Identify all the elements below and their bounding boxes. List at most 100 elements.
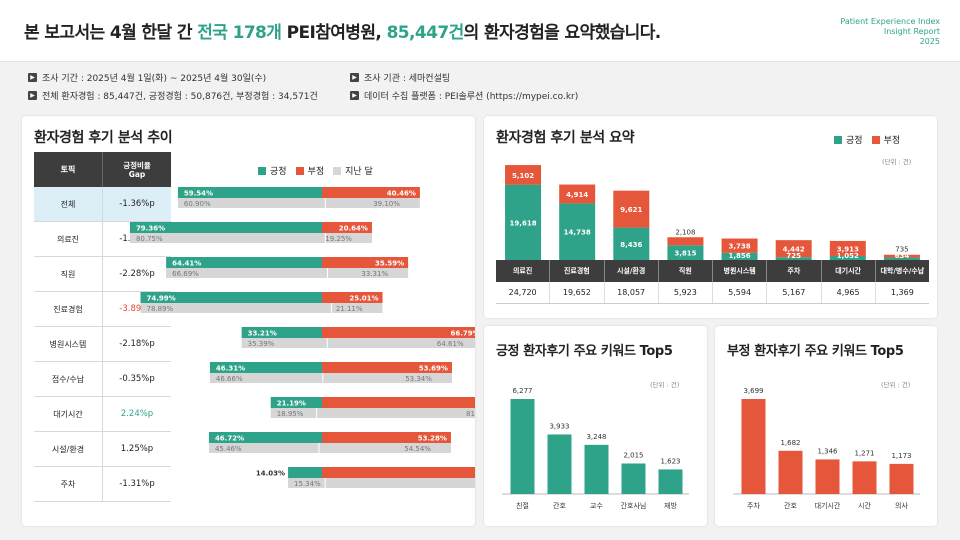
summary-category: 주차 bbox=[767, 260, 822, 282]
keyword-value-label: 3,933 bbox=[549, 422, 569, 430]
info-agency: ▶ 조사 기관 : 세마컨설팅 bbox=[350, 71, 450, 84]
info-period: ▶ 조사 기간 : 2025년 4월 1일(화) ~ 2025년 4월 30일(수… bbox=[28, 71, 266, 84]
positive-percent-label: 46.31% bbox=[216, 365, 245, 373]
summary-total: 24,720 bbox=[496, 282, 551, 303]
summary-unit: (단위 : 건) bbox=[882, 158, 912, 166]
summary-legend: 긍정 부정 bbox=[834, 133, 909, 146]
page-title: 본 보고서는 4월 한달 간 전국 178개 PEI참여병원, 85,447건의… bbox=[24, 18, 661, 43]
last-month-bar bbox=[129, 233, 372, 243]
last-month-negative-label: 39.10% bbox=[373, 200, 400, 208]
last-month-bar bbox=[177, 198, 420, 208]
last-month-negative-label: 33.31% bbox=[361, 270, 388, 278]
gap-value: -0.35%p bbox=[119, 374, 155, 384]
headline-text-1: 본 보고서는 4월 한달 간 bbox=[24, 23, 198, 43]
negative-bar bbox=[322, 222, 372, 233]
legend-negative-label: 부정 bbox=[307, 167, 325, 177]
topic-label: 직원 bbox=[34, 257, 103, 291]
positive-bar bbox=[288, 467, 322, 478]
last-month-negative-label: 54.54% bbox=[404, 445, 431, 453]
headline-text-3: 의 환자경험을 요약했습니다. bbox=[463, 23, 662, 43]
summary-panel: 환자경험 후기 분석 요약 긍정 부정 (단위 : 건) 19,618 5,102… bbox=[484, 116, 937, 318]
gap-value: -2.18%p bbox=[119, 339, 155, 349]
positive-bar bbox=[270, 397, 322, 408]
last-month-negative-label: 21.11% bbox=[336, 305, 363, 313]
topic-label: 병원시스템 bbox=[34, 327, 103, 361]
summary-positive-bar bbox=[667, 245, 704, 260]
summary-positive-label: 3,815 bbox=[674, 250, 696, 258]
gap-value: 2.24%p bbox=[120, 409, 154, 419]
keyword-bar bbox=[510, 399, 535, 494]
keyword-bar bbox=[584, 444, 609, 494]
info-platform-text: 데이터 수집 플랫폼 : PEI솔루션 (https://mypei.co.kr… bbox=[364, 92, 579, 102]
last-month-divider bbox=[322, 373, 324, 383]
headline-highlight-count: 85,447건 bbox=[386, 23, 465, 43]
summary-positive-bar bbox=[559, 203, 596, 260]
negative-bar bbox=[322, 292, 383, 303]
keyword-category-label: 교수 bbox=[590, 502, 603, 510]
brand-year: 2025 bbox=[919, 37, 940, 46]
summary-positive-label: 1,856 bbox=[728, 252, 750, 260]
summary-positive-bar bbox=[613, 227, 650, 260]
summary-positive-label: 19,618 bbox=[510, 219, 537, 227]
summary-category: 의료진 bbox=[496, 260, 551, 282]
legend-positive-swatch bbox=[258, 166, 266, 175]
last-month-positive-label: 80.75% bbox=[136, 235, 163, 243]
keyword-category-label: 간호 bbox=[553, 501, 566, 510]
positive-bar bbox=[140, 292, 322, 303]
last-month-positive-label: 15.34% bbox=[294, 480, 321, 488]
trend-table-row: 주차 -1.31%p bbox=[34, 467, 171, 502]
positive-keywords-chart: 6,277 친절 3,933 간호 3,248 교수 2,015 간호사님 1,623 재방 bbox=[502, 387, 689, 510]
summary-negative-label: 5,102 bbox=[512, 172, 534, 180]
summary-negative-bar bbox=[667, 237, 704, 246]
topic-label: 전체 bbox=[34, 187, 103, 221]
bullet-arrow-icon: ▶ bbox=[350, 91, 359, 100]
negative-bar bbox=[322, 397, 475, 408]
last-month-divider bbox=[330, 303, 332, 313]
summary-category: 진료경험 bbox=[550, 260, 605, 282]
negative-bar bbox=[322, 327, 475, 338]
col-topic-header: 토픽 bbox=[34, 152, 103, 187]
positive-percent-label: 21.19% bbox=[277, 400, 306, 408]
summary-negative-label: 4,914 bbox=[566, 191, 588, 199]
summary-positive-bar bbox=[505, 184, 542, 260]
last-month-positive-label: 60.90% bbox=[184, 200, 211, 208]
keyword-value-label: 1,271 bbox=[854, 449, 874, 457]
keyword-category-label: 재방 bbox=[664, 501, 677, 510]
negative-keywords-panel: 부정 환자후기 주요 키워드 Top5 (단위 : 건) 3,699 주차 1,68… bbox=[715, 326, 937, 526]
last-month-divider bbox=[327, 268, 329, 278]
keyword-category-label: 간호 bbox=[784, 501, 797, 510]
positive-keywords-title: 긍정 환자후기 주요 키워드 Top5 bbox=[496, 344, 673, 359]
negative-percent-label: 66.79% bbox=[450, 330, 475, 338]
last-month-bar bbox=[270, 408, 475, 418]
positive-bar bbox=[129, 222, 322, 233]
summary-negative-label: 2,108 bbox=[675, 228, 695, 236]
negative-percent-label: 53.69% bbox=[419, 365, 448, 373]
negative-bar bbox=[322, 432, 451, 443]
last-month-bar bbox=[288, 478, 475, 488]
keyword-category-label: 간호사님 bbox=[621, 501, 647, 510]
keyword-category-label: 대기시간 bbox=[815, 501, 841, 510]
legend-positive-label: 긍정 bbox=[270, 167, 287, 177]
trend-table-row: 병원시스템 -2.18%p bbox=[34, 327, 171, 362]
summary-negative-bar bbox=[559, 184, 596, 204]
keyword-bar bbox=[889, 463, 914, 494]
keyword-category-label: 시간 bbox=[858, 501, 871, 510]
positive-bar bbox=[208, 432, 322, 443]
topic-label: 시설/환경 bbox=[34, 432, 103, 466]
last-month-bar bbox=[241, 338, 475, 348]
last-month-negative-label: 64.61% bbox=[437, 340, 464, 348]
summary-category: 대기시간 bbox=[822, 260, 876, 282]
last-month-divider bbox=[326, 338, 328, 348]
trend-table-row: 전체 -1.36%p bbox=[34, 187, 171, 222]
keyword-value-label: 1,346 bbox=[817, 447, 838, 455]
legend-prev-label: 지난 달 bbox=[345, 167, 373, 177]
trend-panel: 환자경험 후기 분석 추이 토픽 긍정비율 Gap 전체 -1.36%p 의료진 -1… bbox=[22, 116, 475, 526]
summary-positive-bar bbox=[775, 257, 812, 260]
positive-bar bbox=[209, 362, 322, 373]
headline-highlight-hospitals: 전국 178개 bbox=[197, 23, 282, 43]
positive-percent-label: 79.36% bbox=[136, 225, 165, 233]
trend-table-row: 접수/수납 -0.35%p bbox=[34, 362, 171, 397]
legend-prev: 지난 달 bbox=[333, 164, 373, 177]
summary-total: 19,652 bbox=[550, 282, 605, 303]
keyword-category-label: 의사 bbox=[895, 501, 908, 510]
